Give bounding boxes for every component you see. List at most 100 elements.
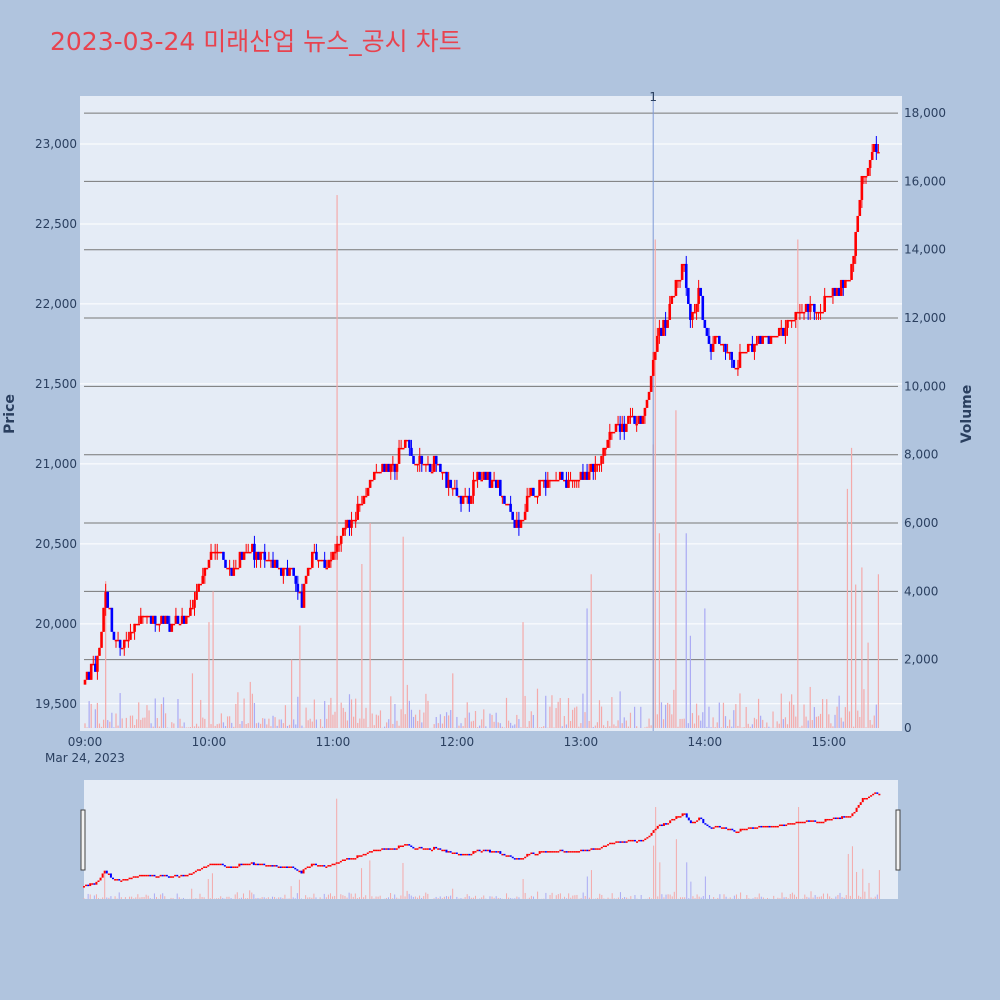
range-slider-candle bbox=[501, 853, 504, 856]
volume-bar bbox=[458, 725, 460, 728]
range-slider-candle bbox=[741, 828, 744, 831]
volume-bar bbox=[326, 718, 328, 728]
range-slider-candle bbox=[584, 849, 587, 852]
candle-body bbox=[246, 551, 250, 554]
volume-bar bbox=[195, 723, 198, 728]
volume-bar bbox=[481, 719, 483, 728]
range-slider-candle bbox=[586, 849, 589, 852]
candle-body bbox=[604, 447, 607, 450]
range-slider-candle bbox=[696, 820, 699, 822]
range-slider-candle bbox=[830, 818, 833, 821]
range-slider-volume-bar bbox=[613, 898, 615, 899]
candle-body bbox=[823, 295, 826, 312]
range-slider-volume-bar bbox=[371, 896, 373, 899]
volume-bar bbox=[342, 707, 344, 728]
range-slider-volume-bar bbox=[311, 897, 313, 899]
range-slider-candle bbox=[130, 877, 133, 880]
range-slider-candle bbox=[814, 820, 817, 822]
candle-body bbox=[453, 487, 457, 490]
volume-bar bbox=[576, 706, 578, 728]
volume-bar bbox=[334, 711, 336, 728]
range-slider-candle bbox=[391, 848, 394, 850]
range-slider-candle bbox=[488, 849, 491, 853]
range-slider-right-handle[interactable] bbox=[895, 809, 901, 871]
candle-body bbox=[848, 279, 851, 282]
range-slider-candle bbox=[389, 848, 392, 850]
volume-bar bbox=[100, 726, 103, 728]
candle-body bbox=[854, 231, 857, 256]
range-slider-candle bbox=[716, 825, 719, 828]
range-slider-background[interactable] bbox=[84, 780, 898, 899]
candle-body bbox=[614, 423, 618, 432]
range-slider-volume-bar bbox=[131, 896, 133, 899]
range-slider-candle bbox=[163, 874, 166, 877]
range-slider-volume-bar bbox=[640, 895, 642, 899]
range-slider-candle bbox=[689, 820, 692, 824]
candle-body bbox=[335, 543, 339, 552]
volume-bar bbox=[580, 723, 582, 728]
range-slider-volume-bar bbox=[849, 895, 851, 899]
range-slider-volume-bar bbox=[783, 897, 785, 899]
candle-body bbox=[715, 335, 719, 338]
range-slider-volume-bar bbox=[460, 898, 462, 899]
candle-body bbox=[339, 535, 343, 544]
range-slider-candle bbox=[300, 870, 303, 874]
range-slider-candle bbox=[172, 876, 175, 878]
range-slider-candle bbox=[207, 865, 210, 867]
range-slider-candle bbox=[134, 876, 137, 878]
range-slider-candle bbox=[546, 851, 549, 853]
volume-bar bbox=[677, 726, 679, 728]
candle-body bbox=[261, 551, 264, 554]
volume-bar bbox=[673, 689, 675, 728]
range-slider-candle bbox=[240, 863, 243, 866]
volume-bar bbox=[330, 697, 332, 728]
range-slider-volume-bar bbox=[145, 894, 147, 899]
volume-bar bbox=[714, 727, 716, 728]
range-slider-candle bbox=[122, 879, 125, 881]
range-slider-volume-bar bbox=[682, 897, 684, 899]
volume-bar bbox=[625, 720, 627, 728]
range-slider-candle bbox=[161, 874, 164, 877]
candle-body bbox=[385, 463, 388, 472]
volume-bar bbox=[456, 716, 458, 728]
candle-body bbox=[445, 471, 448, 488]
date-label: Mar 24, 2023 bbox=[45, 751, 125, 765]
range-slider-left-handle[interactable] bbox=[80, 809, 86, 871]
volume-bar bbox=[222, 722, 225, 728]
volume-bar bbox=[648, 718, 650, 728]
range-slider-candle bbox=[542, 851, 545, 853]
range-slider-candle bbox=[466, 853, 469, 856]
candle-body bbox=[581, 471, 585, 480]
range-slider-candle bbox=[453, 852, 456, 855]
range-slider-volume-bar bbox=[495, 896, 497, 899]
volume-bar bbox=[600, 706, 603, 728]
range-slider-candle bbox=[157, 876, 160, 878]
range-slider-candle bbox=[633, 839, 636, 842]
range-slider-candle bbox=[261, 863, 264, 866]
range-slider-candle bbox=[532, 852, 535, 855]
range-slider-volume-bar bbox=[839, 892, 841, 899]
range-slider-candle bbox=[509, 855, 512, 857]
volume-bar bbox=[518, 719, 520, 728]
candle-body bbox=[133, 623, 136, 632]
volume-bar bbox=[621, 723, 623, 728]
volume-bar bbox=[400, 709, 402, 728]
range-slider-volume-bar bbox=[137, 894, 139, 899]
candle-body bbox=[532, 487, 535, 496]
volume-bar bbox=[386, 722, 388, 728]
range-slider-candle bbox=[372, 849, 375, 852]
range-slider-volume-bar bbox=[234, 894, 236, 899]
range-slider-candle bbox=[457, 853, 460, 856]
range-slider-candle bbox=[91, 883, 94, 885]
volume-bar bbox=[497, 722, 499, 728]
volume-bar bbox=[131, 715, 134, 728]
volume-tick-label: 0 bbox=[904, 721, 912, 735]
range-slider-candle bbox=[640, 839, 643, 842]
volume-bar bbox=[731, 726, 733, 728]
volume-bar bbox=[671, 714, 673, 728]
range-slider-candle bbox=[302, 869, 305, 874]
candle-body bbox=[288, 567, 291, 576]
range-slider-candle bbox=[685, 813, 688, 818]
candle-body bbox=[492, 479, 496, 482]
